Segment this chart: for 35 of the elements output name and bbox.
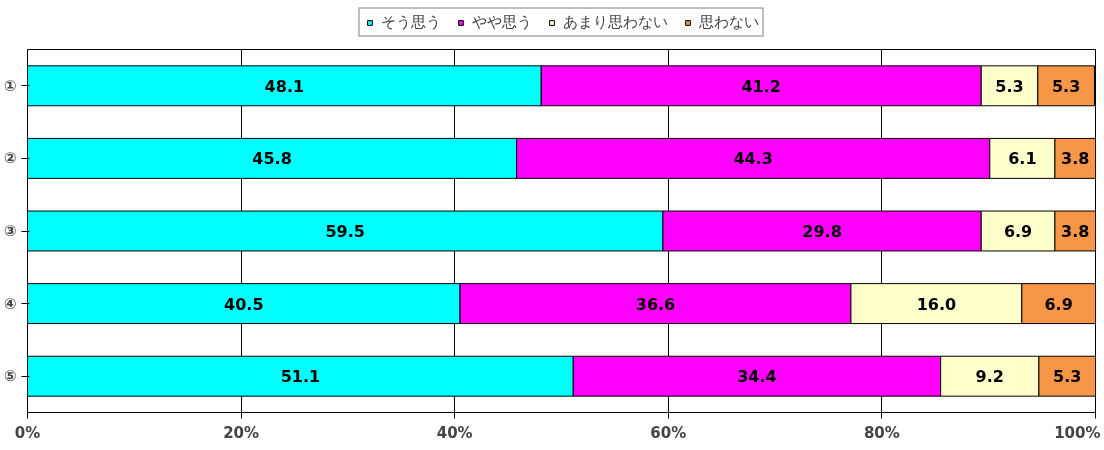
data-label: 29.8: [802, 222, 842, 241]
y-tick-label: ④: [3, 294, 17, 313]
legend-label: あまり思わない: [562, 12, 668, 32]
data-label: 59.5: [325, 222, 365, 241]
legend-label: やや思う: [471, 12, 532, 32]
data-label: 3.8: [1061, 222, 1090, 241]
data-label: 48.1: [264, 76, 305, 96]
data-label: 3.8: [1061, 149, 1090, 169]
data-label: 5.3: [1053, 367, 1082, 387]
data-label: 44.3: [733, 149, 773, 169]
data-label: 6.9: [1044, 294, 1073, 314]
y-tick-label: ①: [3, 76, 17, 95]
data-label: 34.4: [737, 367, 777, 387]
x-tick-label: 100%: [1054, 423, 1101, 442]
legend-label: そう思う: [380, 12, 441, 32]
y-tick-label: ③: [3, 222, 17, 240]
data-label: 5.3: [1051, 76, 1081, 96]
x-tick-label: 20%: [223, 423, 260, 442]
legend-label: 思わない: [698, 12, 759, 32]
x-tick-label: 0%: [14, 423, 41, 442]
data-label: 6.1: [1008, 149, 1037, 169]
data-label: 16.0: [916, 294, 957, 314]
x-tick-label: 40%: [436, 423, 473, 442]
x-tick-label: 80%: [863, 423, 900, 442]
data-label: 45.8: [252, 149, 292, 169]
y-tick-label: ②: [3, 149, 17, 168]
y-tick-label: ⑤: [3, 367, 17, 386]
data-label: 51.1: [280, 367, 321, 387]
data-label: 9.2: [975, 367, 1004, 387]
data-label: 41.2: [741, 76, 781, 96]
data-label: 5.3: [995, 76, 1024, 96]
data-label: 40.5: [224, 294, 264, 314]
data-label: 6.9: [1003, 222, 1033, 241]
data-label: 36.6: [635, 294, 676, 314]
x-tick-label: 60%: [650, 423, 687, 442]
